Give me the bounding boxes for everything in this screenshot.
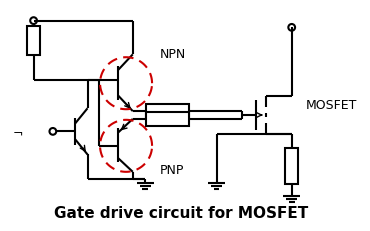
Bar bbox=[146, 105, 189, 118]
Text: Gate drive circuit for MOSFET: Gate drive circuit for MOSFET bbox=[54, 205, 308, 220]
Text: MOSFET: MOSFET bbox=[306, 98, 357, 111]
Text: PNP: PNP bbox=[160, 164, 184, 177]
Bar bbox=[285, 148, 299, 185]
Bar bbox=[27, 27, 40, 56]
Text: NPN: NPN bbox=[160, 48, 186, 61]
Bar bbox=[146, 113, 189, 126]
Text: $\neg$: $\neg$ bbox=[12, 125, 23, 138]
